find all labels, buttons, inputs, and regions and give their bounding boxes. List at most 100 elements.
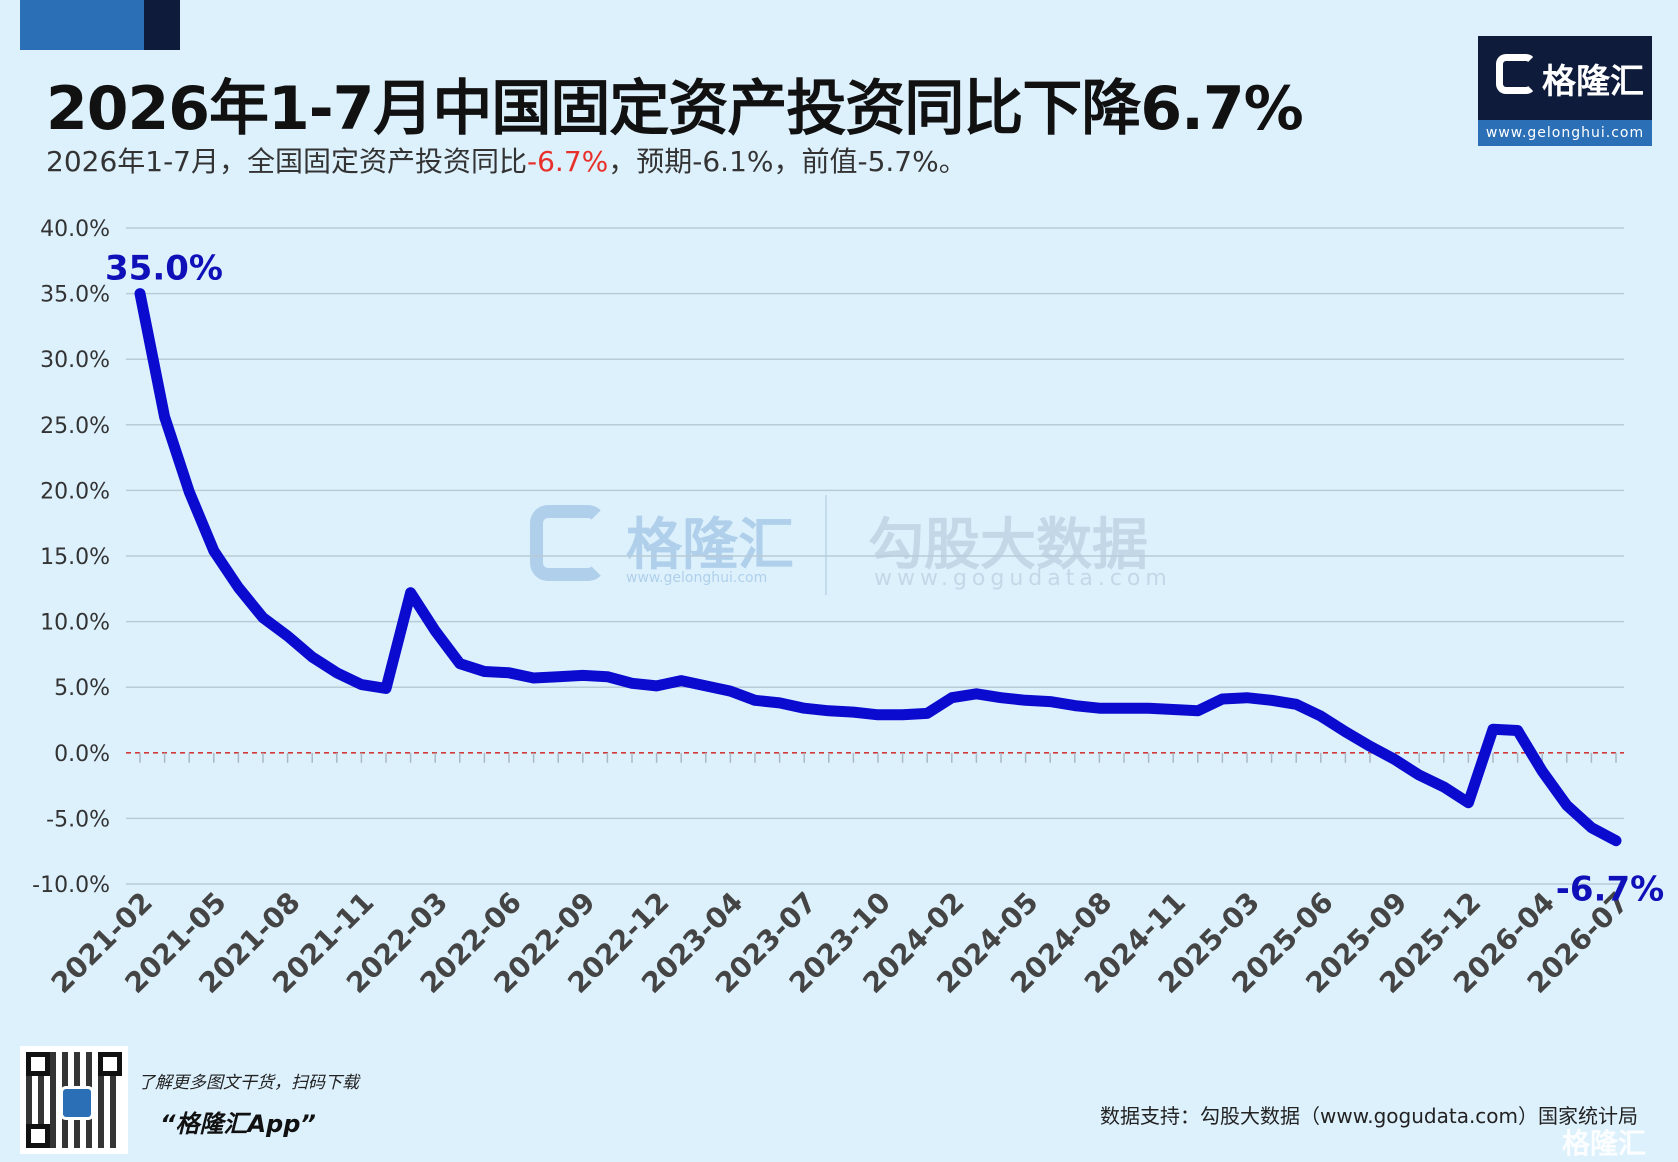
- qr-logo-icon: [60, 1086, 94, 1120]
- data-point: [778, 701, 782, 705]
- watermark-partner-text: 勾股大数据: [868, 513, 1148, 578]
- data-point: [1196, 709, 1200, 713]
- data-point: [1466, 801, 1470, 805]
- data-source: 数据支持：勾股大数据（www.gogudata.com）国家统计局: [1100, 1104, 1639, 1128]
- y-tick-label: -5.0%: [46, 807, 110, 832]
- y-tick-label: 0.0%: [54, 742, 110, 767]
- data-point: [286, 634, 290, 638]
- data-point: [851, 710, 855, 714]
- y-tick-label: 15.0%: [40, 545, 110, 570]
- watermark-g-icon: [530, 505, 606, 581]
- promo-line: 了解更多图文干货，扫码下载: [138, 1073, 359, 1093]
- data-point: [1540, 769, 1544, 773]
- data-point: [458, 662, 462, 666]
- data-point: [1516, 728, 1520, 732]
- corner-watermark: 格隆汇: [1562, 1127, 1647, 1160]
- subtitle-suffix: ，预期-6.1%，前值-5.7%。: [608, 145, 967, 178]
- data-point: [163, 415, 167, 419]
- data-point: [876, 713, 880, 717]
- data-point: [1171, 708, 1175, 712]
- chart-title: 2026年1-7月中国固定资产投资同比下降6.7%: [46, 74, 1304, 144]
- data-point: [630, 681, 634, 685]
- y-tick-label: 5.0%: [54, 676, 110, 701]
- chart-subtitle: 2026年1-7月，全国固定资产投资同比-6.7%，预期-6.1%，前值-5.7…: [46, 140, 967, 180]
- y-tick-label: 40.0%: [40, 217, 110, 242]
- data-point: [335, 671, 339, 675]
- y-tick-label: 30.0%: [40, 348, 110, 373]
- data-point: [802, 706, 806, 710]
- data-point: [187, 490, 191, 494]
- qr-finder: [26, 1052, 50, 1076]
- data-point: [999, 696, 1003, 700]
- data-point: [236, 585, 240, 589]
- data-point: [974, 692, 978, 696]
- promo-app-name: “格隆汇App”: [160, 1110, 316, 1138]
- data-point: [1294, 702, 1298, 706]
- data-point: [212, 549, 216, 553]
- data-point: [901, 713, 905, 717]
- data-point: [1343, 730, 1347, 734]
- data-point: [827, 709, 831, 713]
- data-point: [1417, 773, 1421, 777]
- data-point: [728, 689, 732, 693]
- watermark-divider: [825, 495, 827, 595]
- data-point: [1073, 704, 1077, 708]
- data-point: [679, 679, 683, 683]
- data-point: [138, 292, 142, 296]
- y-tick-label: 35.0%: [40, 283, 110, 308]
- watermark-logo-url: www.gelonghui.com: [626, 570, 768, 586]
- logo-url: www.gelonghui.com: [1478, 120, 1652, 146]
- data-point: [482, 669, 486, 673]
- data-point: [1024, 698, 1028, 702]
- data-point: [433, 629, 437, 633]
- y-tick-label: -10.0%: [32, 873, 110, 898]
- qr-code[interactable]: [20, 1046, 128, 1154]
- data-point: [925, 711, 929, 715]
- data-point: [261, 616, 265, 620]
- data-point: [950, 696, 954, 700]
- data-point: [556, 675, 560, 679]
- header-accent-bar: [20, 0, 144, 50]
- data-point: [310, 655, 314, 659]
- header-accent-bar-dark: [144, 0, 180, 50]
- gelonghui-g-icon: [1496, 54, 1536, 94]
- data-point: [1097, 706, 1101, 710]
- qr-finder: [26, 1124, 50, 1148]
- y-tick-label: 25.0%: [40, 414, 110, 439]
- data-point: [581, 673, 585, 677]
- data-point: [1614, 839, 1618, 843]
- data-point: [507, 671, 511, 675]
- data-point: [1442, 785, 1446, 789]
- data-point: [1589, 826, 1593, 830]
- y-tick-label: 10.0%: [40, 611, 110, 636]
- data-point: [384, 687, 388, 691]
- data-point: [1245, 696, 1249, 700]
- subtitle-highlight: -6.7%: [527, 145, 609, 178]
- data-point: [605, 675, 609, 679]
- data-point: [1270, 698, 1274, 702]
- watermark-partner-url: www.gogudata.com: [874, 566, 1172, 591]
- qr-finder: [98, 1052, 122, 1076]
- data-point: [1122, 706, 1126, 710]
- data-point: [1368, 744, 1372, 748]
- data-point: [1048, 700, 1052, 704]
- data-point: [753, 698, 757, 702]
- data-point: [409, 591, 413, 595]
- watermark-logo-text: 格隆汇: [626, 513, 794, 578]
- data-point: [1565, 803, 1569, 807]
- logo-text: 格隆汇: [1542, 62, 1644, 102]
- data-point: [655, 684, 659, 688]
- data-point: [532, 676, 536, 680]
- y-tick-label: 20.0%: [40, 479, 110, 504]
- data-point: [1147, 706, 1151, 710]
- data-point: [1319, 714, 1323, 718]
- gelonghui-logo: 格隆汇 www.gelonghui.com: [1478, 36, 1652, 146]
- data-point: [704, 684, 708, 688]
- data-label: 35.0%: [105, 249, 223, 289]
- data-label: -6.7%: [1556, 870, 1664, 910]
- data-point: [1220, 697, 1224, 701]
- data-point: [1491, 727, 1495, 731]
- data-point: [359, 683, 363, 687]
- data-point: [1393, 757, 1397, 761]
